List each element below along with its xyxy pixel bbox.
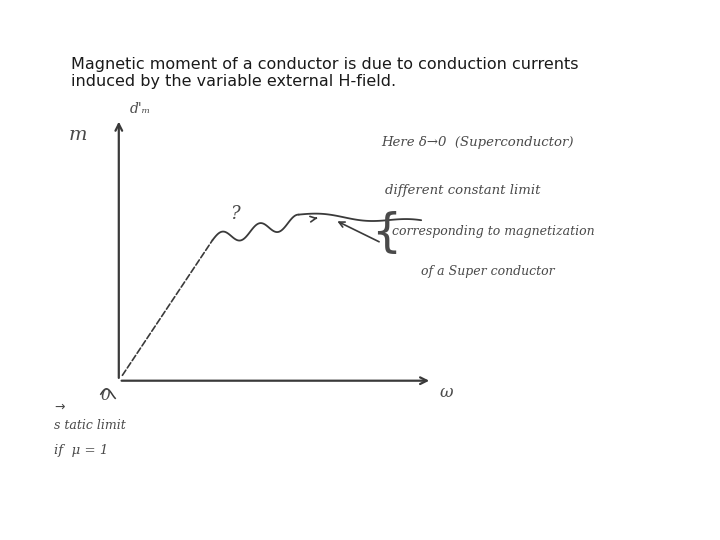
Text: 0: 0 — [101, 389, 111, 403]
Text: ?: ? — [230, 205, 240, 222]
Text: Here δ→0  (Superconductor): Here δ→0 (Superconductor) — [382, 136, 574, 149]
Text: d'ₘ: d'ₘ — [130, 103, 151, 117]
Text: of a Super conductor: of a Super conductor — [421, 265, 555, 279]
Text: m: m — [68, 126, 87, 144]
Text: s tatic limit: s tatic limit — [54, 419, 126, 433]
Text: ω: ω — [439, 384, 453, 401]
Text: corresponding to magnetization: corresponding to magnetization — [392, 225, 595, 238]
Text: →: → — [54, 400, 65, 414]
Text: {: { — [371, 211, 401, 256]
Text: Magnetic moment of a conductor is due to conduction currents
induced by the vari: Magnetic moment of a conductor is due to… — [71, 57, 578, 89]
Text: different constant limit: different constant limit — [385, 184, 541, 198]
Text: if  μ = 1: if μ = 1 — [54, 443, 108, 457]
